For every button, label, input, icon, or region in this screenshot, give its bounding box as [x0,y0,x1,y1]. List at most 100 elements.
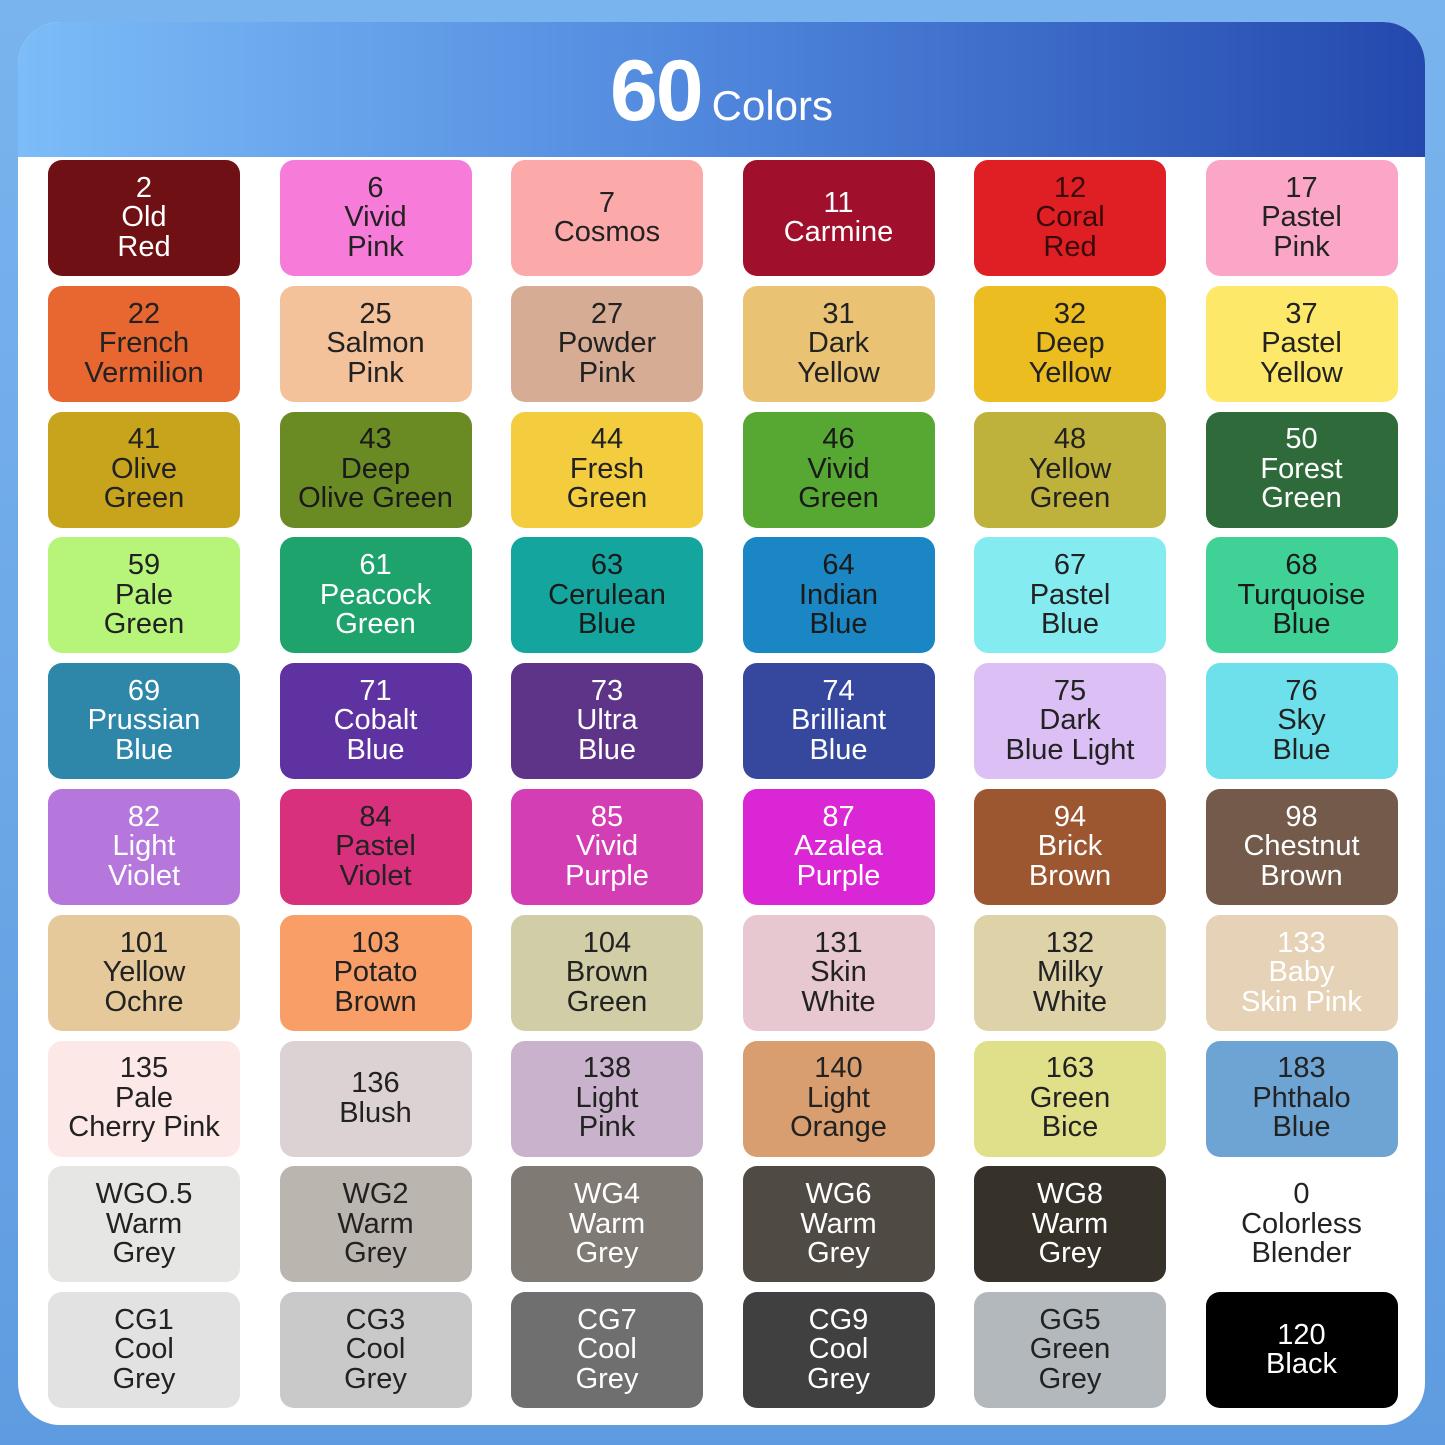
swatch-name-line: Yellow [797,356,880,389]
swatch-name-line: Azalea [794,830,883,863]
swatch-code: 63 [590,549,624,582]
swatch-name-line: Chestnut [1243,830,1360,863]
swatch-name-line: Green [1029,482,1111,515]
swatch-code: WG6 [805,1178,872,1211]
swatch-name-line: Green [798,482,879,515]
color-swatch: 133 Baby Skin Pink [1205,914,1398,1031]
swatch-name-line: Old [121,201,167,234]
swatch-name-line: Blue [1040,608,1100,641]
swatch-name-line: Dark [807,327,870,360]
color-swatch: 163 Green Bice [974,1040,1166,1157]
swatch-name-line: Vivid [575,830,639,863]
swatch-name-line: Pastel [335,830,416,863]
swatch-code: 140 [814,1052,863,1085]
swatch-grid: 2 Old Red 6 Vivid Pink 7 Cosmos 11 Carmine 12 Coral… [48,160,1398,1409]
swatch-name-line: Olive [110,452,178,485]
swatch-code: 87 [822,800,855,833]
swatch-name-line: Blender [1251,1237,1352,1270]
swatch-code: 73 [590,674,624,707]
swatch-name-line: Peacock [319,578,432,611]
swatch-code: 138 [582,1052,632,1085]
swatch-name-line: Cool [114,1333,174,1366]
swatch-name-line: Blue [346,733,405,766]
color-swatch: GG5 Green Grey [974,1292,1166,1409]
swatch-code: CG9 [808,1303,869,1336]
swatch-name-line: Cool [345,1333,406,1366]
swatch-name-line: Fresh [569,452,645,485]
color-swatch: 7 Cosmos [511,160,703,276]
swatch-name-line: Potato [333,956,418,989]
swatch-code: 69 [127,674,161,707]
swatch-code: CG3 [345,1303,406,1336]
swatch-name-line: Blue [114,733,174,766]
swatch-name-line: Blue [1272,1111,1331,1144]
color-swatch: 2 Old Red [48,160,240,276]
swatch-name-line: Blush [339,1096,412,1129]
swatch-name-line: Light [575,1081,639,1114]
swatch-name-line: Pale [114,1081,174,1114]
swatch-code: 68 [1285,549,1318,582]
swatch-name-line: Blue [1272,608,1331,641]
color-swatch: 68 Turquoise Blue [1205,537,1398,654]
swatch-name-line: Grey [1038,1237,1102,1270]
color-swatch: 84 Pastel Violet [279,788,472,905]
swatch-name-line: Green [103,608,185,641]
swatch-name-line: Milky [1036,956,1104,989]
swatch-name-line: Vermilion [84,356,204,389]
swatch-code: 37 [1285,297,1318,330]
color-swatch: 71 Cobalt Blue [279,663,472,780]
swatch-name-line: Brown [1260,859,1343,892]
swatch-name-line: Brilliant [790,704,887,737]
swatch-name-line: Green [1029,1081,1111,1114]
swatch-code: 43 [359,423,392,456]
swatch-code: 75 [1053,674,1087,707]
swatch-code: 135 [119,1052,169,1085]
swatch-code: WG2 [342,1178,409,1211]
color-swatch: 64 Indian Blue [742,537,935,654]
color-swatch: 50 Forest Green [1205,411,1398,528]
swatch-name-line: Pink [347,230,404,263]
swatch-code: 27 [590,297,624,330]
swatch-name-line: Yellow [1028,452,1112,485]
swatch-code: 82 [127,800,161,833]
color-swatch: 74 Brilliant Blue [742,663,935,780]
swatch-name-line: Brown [565,956,649,989]
color-swatch: 61 Peacock Green [279,537,472,654]
swatch-name-line: Pastel [1029,578,1111,611]
color-swatch: 31 Dark Yellow [742,285,935,402]
header-banner: 60 Colors [18,22,1425,157]
swatch-name-line: Black [1266,1348,1337,1381]
swatch-code: 31 [822,297,855,330]
color-count: 60 [609,43,704,139]
swatch-code: 25 [359,297,392,330]
swatch-name-line: Grey [575,1362,639,1395]
swatch-name-line: Cool [808,1333,869,1366]
swatch-code: 12 [1053,171,1087,204]
swatch-code: 22 [127,297,161,330]
swatch-code: 132 [1045,926,1095,959]
swatch-code: CG1 [114,1303,174,1336]
color-swatch: WG2 Warm Grey [279,1166,472,1283]
swatch-name-line: Colorless [1241,1207,1362,1240]
color-swatch: 43 Deep Olive Green [279,411,472,528]
swatch-name-line: Cool [577,1333,637,1366]
color-swatch: 32 Deep Yellow [974,285,1166,402]
swatch-code: 7 [598,186,616,219]
swatch-code: 101 [119,926,169,959]
swatch-code: 11 [823,186,854,219]
swatch-name-line: Dark [1039,704,1101,737]
swatch-name-line: Green [103,482,185,515]
swatch-code: 120 [1277,1318,1326,1351]
swatch-name-line: Cerulean [548,578,666,611]
swatch-code: 133 [1277,926,1326,959]
color-swatch: 59 Pale Green [48,537,240,654]
swatch-name-line: Pink [578,356,636,389]
swatch-name-line: Warm [1031,1207,1109,1240]
swatch-name-line: Grey [112,1362,176,1395]
swatch-code: WG8 [1036,1178,1104,1211]
swatch-name-line: Blue [1272,733,1331,766]
swatch-name-line: Baby [1268,956,1335,989]
swatch-code: 67 [1053,549,1087,582]
swatch-code: 74 [822,674,855,707]
color-count-label: Colors [711,82,834,129]
